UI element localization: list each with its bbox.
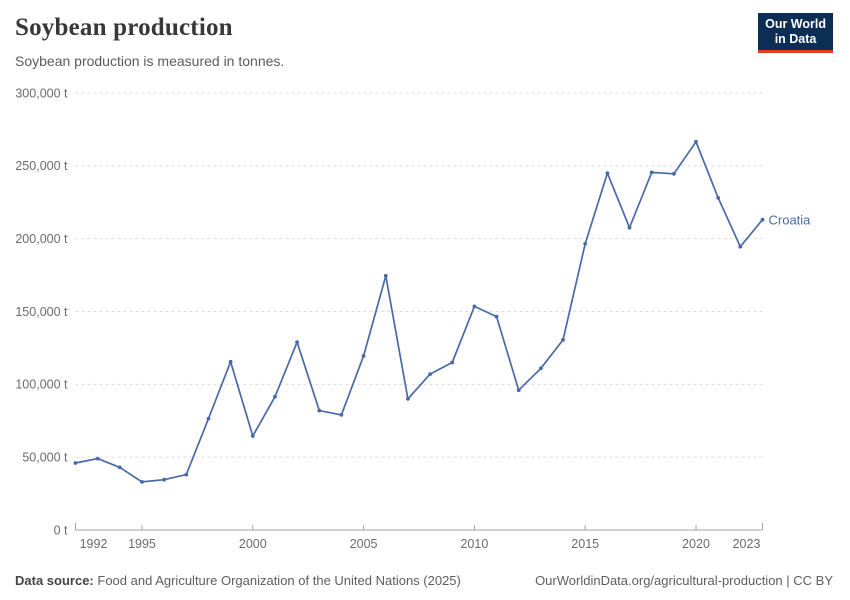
data-point xyxy=(561,338,565,342)
data-point xyxy=(649,170,654,175)
x-tick-label: 1995 xyxy=(128,537,156,551)
x-tick-label: 1992 xyxy=(80,537,108,551)
data-line-croatia[interactable] xyxy=(74,140,764,483)
data-point xyxy=(450,360,455,365)
data-source-text: Food and Agriculture Organization of the… xyxy=(97,573,461,588)
line-chart-plot: 0 t 50,000 t 100,000 t 150,000 t 200,000 t 25… xyxy=(15,86,812,551)
x-tick-label: 2000 xyxy=(239,537,267,551)
page-title: Soybean production xyxy=(15,14,233,41)
data-point xyxy=(583,241,588,246)
x-tick-label: 2020 xyxy=(682,537,710,551)
y-tick-label: 50,000 t xyxy=(22,451,68,465)
y-tick-label: 0 t xyxy=(54,523,68,537)
data-point xyxy=(406,397,410,401)
data-point xyxy=(516,388,521,393)
data-point xyxy=(206,416,211,421)
data-point xyxy=(295,340,299,344)
data-point xyxy=(605,171,610,175)
data-source-note: Data source: Food and Agriculture Organi… xyxy=(15,573,461,588)
data-point xyxy=(738,244,743,249)
y-tick-label: 200,000 t xyxy=(15,232,68,246)
data-point xyxy=(140,480,144,484)
y-tick-label: 300,000 t xyxy=(15,86,68,100)
data-point xyxy=(494,314,499,319)
chart-footer: Data source: Food and Agriculture Organi… xyxy=(15,573,833,588)
owid-logo-line2: in Data xyxy=(774,32,817,46)
owid-logo-line1: Our World xyxy=(765,17,826,31)
data-point xyxy=(250,434,255,438)
data-point xyxy=(317,408,322,413)
y-tick-label: 150,000 t xyxy=(15,305,68,319)
data-point xyxy=(117,465,122,470)
data-point xyxy=(383,273,388,278)
data-point xyxy=(73,461,78,465)
license-link[interactable]: OurWorldinData.org/agricultural-producti… xyxy=(535,573,833,588)
x-tick-label: 2010 xyxy=(460,537,488,551)
y-tick-label: 250,000 t xyxy=(15,159,68,173)
data-point xyxy=(95,456,100,461)
data-point xyxy=(361,354,366,358)
x-tick-label: 2023 xyxy=(733,537,761,551)
data-point xyxy=(472,304,477,309)
owid-logo[interactable]: Our World in Data xyxy=(758,13,833,53)
x-tick-label: 2015 xyxy=(571,537,599,551)
data-point xyxy=(694,139,698,144)
data-source-label: Data source: xyxy=(15,573,94,588)
data-point xyxy=(539,366,543,371)
data-point xyxy=(273,394,277,399)
data-point xyxy=(428,372,432,376)
data-point xyxy=(184,472,189,477)
data-point xyxy=(672,171,676,176)
data-point xyxy=(162,477,167,482)
y-tick-label: 100,000 t xyxy=(15,378,68,392)
data-point xyxy=(716,196,721,200)
data-point xyxy=(228,359,233,364)
entity-label-croatia[interactable]: Croatia xyxy=(769,212,812,227)
x-tick-label: 2005 xyxy=(350,537,378,551)
data-point xyxy=(339,413,344,417)
chart-subtitle: Soybean production is measured in tonnes… xyxy=(15,53,285,69)
data-point xyxy=(760,217,765,222)
data-point xyxy=(627,225,632,230)
